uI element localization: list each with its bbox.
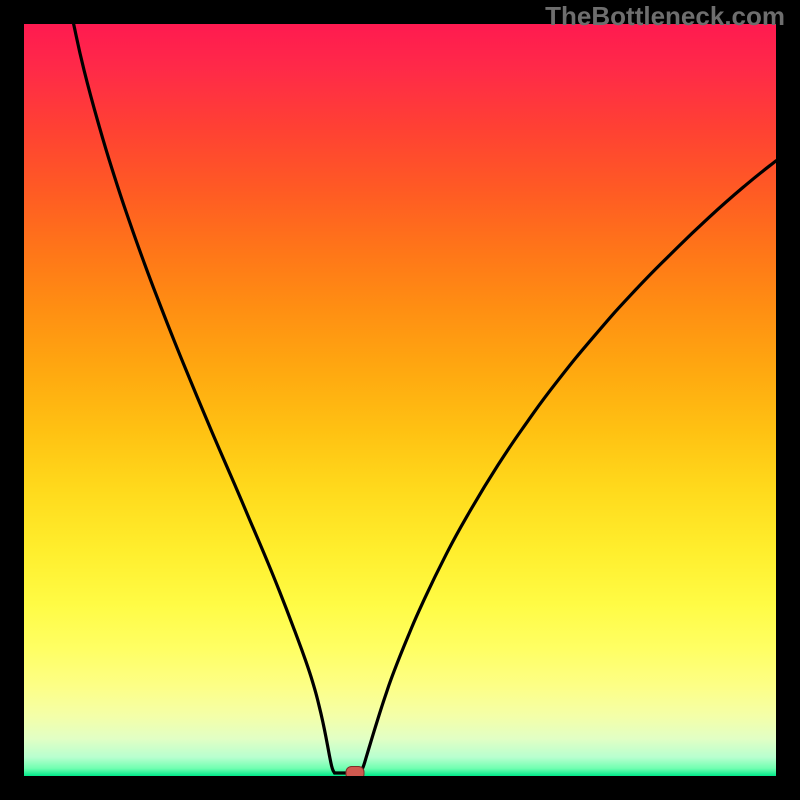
optimum-marker <box>345 766 364 776</box>
plot-area <box>24 24 776 776</box>
watermark-text: TheBottleneck.com <box>545 1 785 32</box>
bottleneck-curve <box>24 24 776 776</box>
